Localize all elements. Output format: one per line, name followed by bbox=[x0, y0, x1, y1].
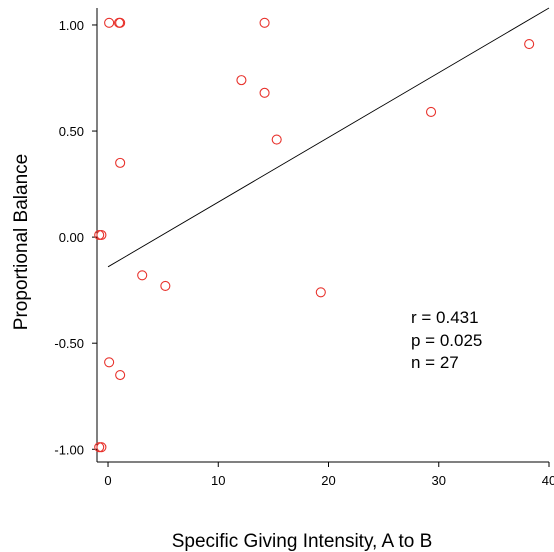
data-point bbox=[104, 357, 115, 368]
data-point bbox=[137, 270, 148, 281]
x-tick-label: 0 bbox=[104, 473, 111, 488]
y-tick-label: 1.00 bbox=[59, 18, 84, 33]
data-point bbox=[315, 287, 326, 298]
y-axis: 1.00 0.50 0.00 -0.50 -1.00 bbox=[54, 18, 97, 457]
data-point bbox=[115, 369, 126, 381]
data-point bbox=[94, 442, 105, 453]
data-point bbox=[259, 87, 270, 98]
plot-frame bbox=[96, 8, 549, 463]
data-point bbox=[115, 157, 126, 168]
x-axis: 0 10 20 30 40 bbox=[104, 462, 554, 488]
x-tick-label: 20 bbox=[321, 473, 335, 488]
x-tick-label: 30 bbox=[432, 473, 446, 488]
data-point bbox=[425, 106, 437, 118]
data-point bbox=[160, 280, 171, 291]
data-point bbox=[271, 134, 282, 145]
data-point bbox=[96, 442, 107, 453]
y-tick-label: -0.50 bbox=[54, 336, 84, 351]
data-point bbox=[104, 17, 115, 28]
data-point bbox=[259, 17, 270, 28]
regression-line bbox=[107, 7, 550, 268]
data-point bbox=[524, 39, 535, 50]
sample-size-label: n = 27 bbox=[411, 353, 459, 372]
x-tick-label: 40 bbox=[542, 473, 554, 488]
y-tick-label: 0.00 bbox=[59, 230, 84, 245]
p-value-label: p = 0.025 bbox=[411, 331, 482, 350]
data-points bbox=[94, 17, 535, 453]
data-point bbox=[94, 229, 105, 241]
x-tick-label: 10 bbox=[211, 473, 225, 488]
data-point bbox=[236, 75, 247, 86]
data-point bbox=[115, 17, 126, 28]
y-axis-title: Proportional Balance bbox=[11, 154, 32, 330]
x-axis-title: Specific Giving Intensity, A to B bbox=[172, 531, 433, 552]
correlation-r-label: r = 0.431 bbox=[411, 308, 479, 327]
data-point bbox=[96, 229, 107, 241]
y-tick-label: -1.00 bbox=[54, 442, 84, 457]
y-tick-label: 0.50 bbox=[59, 124, 84, 139]
